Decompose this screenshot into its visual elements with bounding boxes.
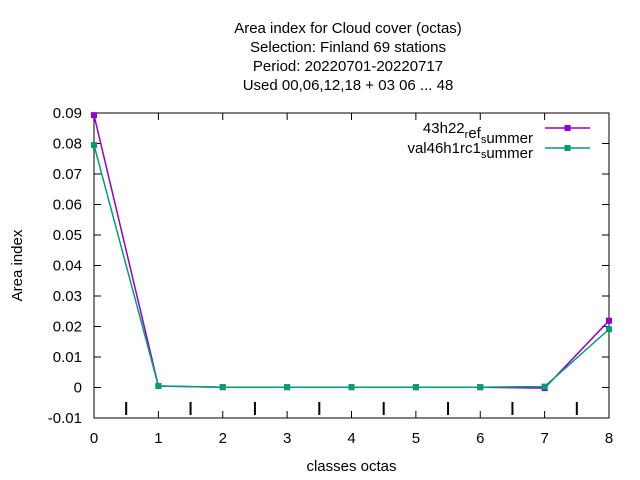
legend-text-part: ummer — [486, 145, 533, 162]
x-tick-label: 2 — [219, 430, 227, 447]
y-tick-label: 0.08 — [53, 136, 82, 153]
series-2-point — [91, 142, 97, 149]
y-tick-label: 0.06 — [53, 197, 82, 214]
x-axis-ticks: 0 1 2 3 4 5 6 7 8 — [90, 113, 613, 447]
legend-entry-2: val46h1rc1summer — [407, 140, 533, 162]
series-lines — [91, 112, 612, 392]
class-boundary-marks — [125, 402, 578, 415]
y-tick-label: 0.07 — [53, 166, 82, 183]
series-1-point — [91, 112, 97, 119]
x-tick-label: 6 — [476, 430, 484, 447]
y-tick-label: 0.04 — [53, 258, 82, 275]
y-tick-label: 0 — [74, 380, 82, 397]
series-2-point — [477, 384, 484, 391]
title-line-1: Area index for Cloud cover (octas) — [234, 20, 462, 37]
y-tick-label: 0.02 — [53, 319, 82, 336]
legend-entry-1: 43h22refsummer — [423, 120, 533, 147]
legend-text-part: s — [481, 134, 487, 146]
x-tick-label: 0 — [90, 430, 98, 447]
series-1-point — [606, 317, 612, 324]
title-line-2: Selection: Finland 69 stations — [250, 39, 446, 56]
legend-swatch-marker — [564, 125, 571, 131]
chart-title: Area index for Cloud cover (octas) Select… — [234, 20, 462, 94]
x-tick-label: 8 — [605, 430, 613, 447]
legend-text-part: ummer — [486, 130, 533, 147]
y-axis-ticks: -0.01 0 0.01 0.02 0.03 0.04 0.05 0.06 0.07 0.08 0.… — [48, 105, 609, 427]
legend-text-part: 43h22 — [423, 120, 465, 137]
series-2-point — [606, 326, 612, 333]
legend-text-part: ef — [468, 125, 481, 142]
title-line-4: Used 00,06,12,18 + 03 06 ... 48 — [243, 77, 454, 94]
series-2-point — [541, 383, 548, 390]
y-tick-label: 0.03 — [53, 288, 82, 305]
series-2-point — [412, 384, 419, 391]
series-line-2 — [93, 144, 610, 388]
y-tick-label: -0.01 — [48, 410, 82, 427]
x-tick-label: 3 — [283, 430, 291, 447]
title-line-3: Period: 20220701-20220717 — [253, 58, 443, 75]
y-axis-label: Area index — [9, 229, 26, 301]
x-tick-label: 4 — [347, 430, 355, 447]
x-tick-label: 7 — [540, 430, 548, 447]
x-tick-label: 1 — [154, 430, 162, 447]
series-2-point — [284, 384, 291, 391]
x-axis-label: classes octas — [306, 458, 396, 475]
legend-text-part: s — [481, 149, 487, 161]
series-2-point — [219, 384, 226, 391]
y-tick-label: 0.05 — [53, 227, 82, 244]
legend-text-part: r — [465, 129, 469, 141]
y-tick-label: 0.09 — [53, 105, 82, 122]
legend-text-part: val46h1rc1 — [407, 140, 480, 157]
x-tick-label: 5 — [412, 430, 420, 447]
series-2-point — [155, 382, 162, 389]
series-2-point — [348, 384, 355, 391]
y-tick-label: 0.01 — [53, 349, 82, 366]
legend-swatch-marker — [564, 145, 571, 151]
